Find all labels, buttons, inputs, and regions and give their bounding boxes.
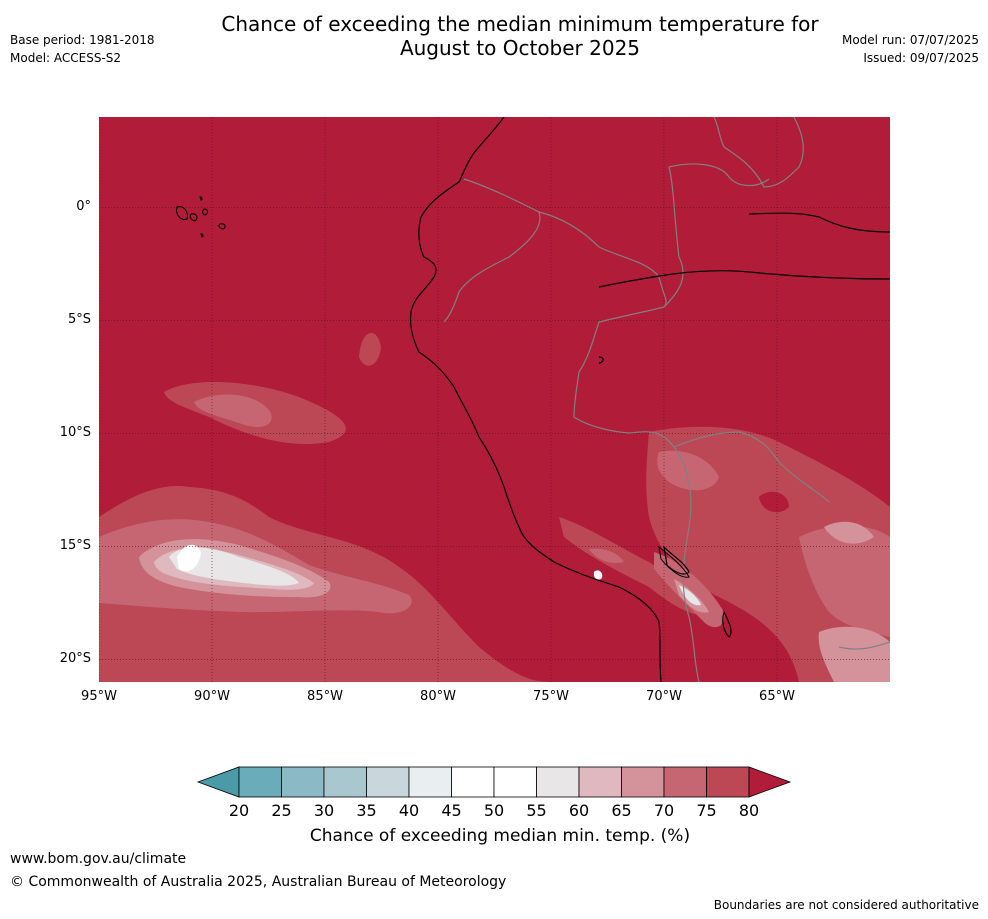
lat-label-5s: 5°S: [67, 312, 91, 327]
colorbar-tick-label: 55: [526, 801, 547, 820]
colorbar-cell: [238, 766, 282, 798]
colorbar-tick-label: 45: [441, 801, 462, 820]
map-title: Chance of exceeding the median minimum t…: [180, 12, 860, 60]
lat-label-10s: 10°S: [59, 425, 91, 440]
colorbar-cells: [196, 766, 792, 798]
colorbar-tick-label: 80: [738, 801, 760, 820]
colorbar-tick-label: 75: [696, 801, 717, 820]
colorbar-tick-label: 65: [611, 801, 632, 820]
colorbar-cell: [706, 766, 750, 798]
colorbar-cell: [493, 766, 537, 798]
ocean-contours-southwest: [99, 486, 549, 682]
footer-url: www.bom.gov.au/climate: [10, 851, 187, 867]
colorbar-tick-label: 40: [398, 801, 420, 820]
interior-contours-southeast: [646, 426, 890, 682]
colorbar-tick-label: 20: [228, 801, 250, 820]
base-period-text: Base period: 1981-2018: [10, 33, 155, 47]
footer-note: Boundaries are not considered authoritat…: [713, 898, 979, 912]
colorbar-cell: [366, 766, 410, 798]
lon-label-75w: 75°W: [533, 689, 569, 704]
coastline: [409, 117, 890, 682]
country-borders: [443, 117, 890, 682]
lon-label-80w: 80°W: [420, 689, 456, 704]
colorbar-cell: [323, 766, 367, 798]
graticule: [99, 117, 890, 682]
ocean-contours-west-10s: [164, 332, 381, 445]
colorbar-cell: [281, 766, 325, 798]
colorbar-tick-label: 60: [568, 801, 590, 820]
lat-label-20s: 20°S: [59, 651, 91, 666]
colorbar-cell: [451, 766, 495, 798]
colorbar-cell: [408, 766, 452, 798]
map-panel: [99, 117, 890, 682]
colorbar-arrow-low: [196, 766, 240, 798]
issued-text: Issued: 09/07/2025: [863, 51, 979, 65]
galapagos-islands: [176, 196, 226, 238]
lon-label-90w: 90°W: [194, 689, 230, 704]
lat-label-15s: 15°S: [59, 538, 91, 553]
model-run-text: Model run: 07/07/2025: [841, 33, 979, 47]
lon-label-85w: 85°W: [307, 689, 343, 704]
colorbar-title: Chance of exceeding median min. temp. (%…: [309, 826, 691, 846]
lon-label-95w: 95°W: [81, 689, 117, 704]
colorbar-cell: [663, 766, 707, 798]
title-line-1: Chance of exceeding the median minimum t…: [221, 12, 819, 36]
colorbar-tick-label: 70: [653, 801, 675, 820]
colorbar-cell: [621, 766, 665, 798]
lake-titicaca: [658, 545, 690, 578]
colorbar-cell: [578, 766, 622, 798]
lon-label-70w: 70°W: [646, 689, 682, 704]
colorbar-tick-label: 50: [483, 801, 505, 820]
colorbar-arrow-high: [748, 766, 792, 798]
title-line-2: August to October 2025: [399, 36, 641, 60]
colorbar-tick-label: 30: [313, 801, 335, 820]
colorbar-cell: [536, 766, 580, 798]
lon-label-65w: 65°W: [759, 689, 795, 704]
colorbar-tick-label: 35: [356, 801, 377, 820]
colorbar: [196, 766, 792, 798]
lat-label-0: 0°: [76, 199, 91, 214]
colorbar-tick-label: 25: [271, 801, 292, 820]
model-text: Model: ACCESS-S2: [10, 51, 122, 65]
footer-copyright: © Commonwealth of Australia 2025, Austra…: [10, 874, 507, 890]
forecast-map: [99, 117, 890, 682]
